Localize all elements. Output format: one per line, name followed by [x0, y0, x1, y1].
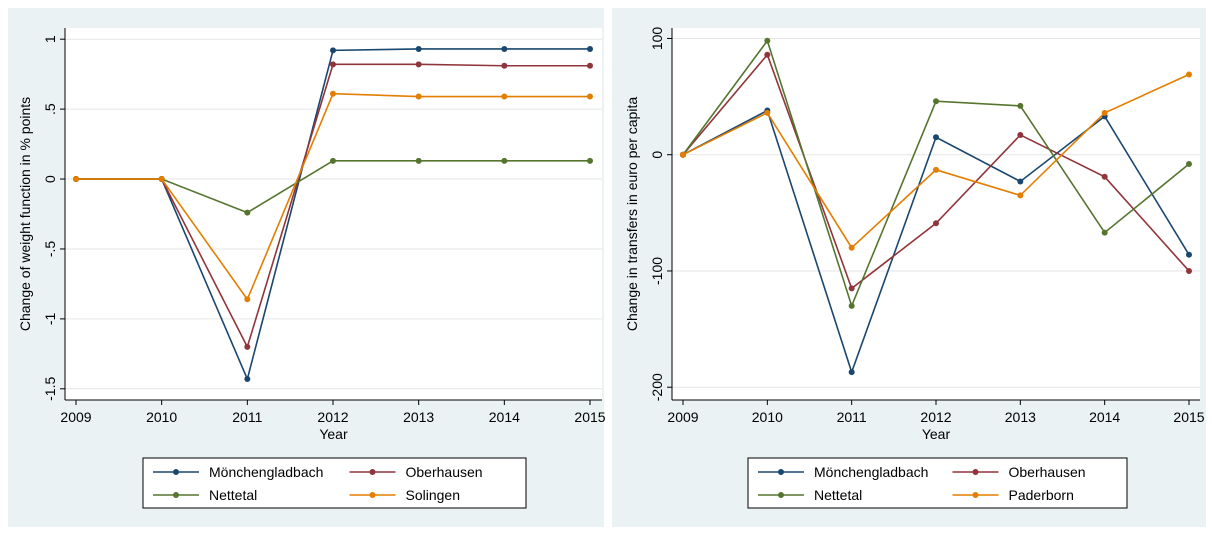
point [764, 37, 771, 44]
point [501, 62, 508, 69]
point [1186, 71, 1192, 78]
legend-marker [173, 469, 179, 475]
x-tick-label: 2014 [489, 409, 520, 425]
point [764, 109, 771, 116]
point [244, 376, 251, 383]
point [501, 93, 508, 100]
point [1186, 267, 1192, 274]
point [330, 90, 336, 97]
x-tick-label: 2014 [1089, 409, 1120, 425]
point [330, 61, 336, 68]
y-axis-label: Change in transfers in euro per capita [624, 97, 640, 331]
point [848, 302, 855, 309]
y-tick-label: .5 [42, 103, 58, 115]
y-tick-label: 0 [649, 151, 665, 159]
x-tick-label: 2012 [920, 409, 951, 425]
x-tick-label: 2013 [1005, 409, 1036, 425]
legend-label: Nettetal [209, 487, 257, 503]
y-tick-label: -1 [42, 312, 58, 325]
x-tick-label: 2012 [317, 409, 348, 425]
x-tick-label: 2009 [60, 409, 91, 425]
legend-marker [972, 492, 979, 498]
legend-marker [778, 492, 784, 498]
x-tick-label: 2011 [837, 409, 867, 425]
point [330, 47, 336, 54]
point [415, 61, 422, 68]
point [848, 244, 855, 251]
point [244, 209, 251, 216]
legend-label: Paderborn [1009, 487, 1074, 503]
point [1101, 173, 1108, 180]
point [244, 343, 251, 350]
point [933, 166, 939, 173]
point [330, 157, 336, 164]
legend-label: Oberhausen [1009, 464, 1086, 480]
point [244, 296, 251, 303]
x-axis-label: Year [319, 426, 348, 442]
legend-label: Mönchengladbach [814, 464, 928, 480]
y-axis-label: Change of weight function in % points [17, 97, 33, 331]
legend-box [142, 457, 527, 509]
point [501, 157, 508, 164]
legend-marker [369, 492, 376, 498]
point [587, 157, 593, 164]
point [848, 369, 855, 376]
legend-marker [173, 492, 179, 498]
y-tick-label: 1 [42, 35, 58, 43]
point [1017, 178, 1024, 185]
point [158, 176, 165, 183]
x-tick-label: 2015 [574, 409, 605, 425]
point [1017, 102, 1024, 109]
point [848, 285, 855, 292]
point [764, 51, 771, 58]
point [680, 151, 686, 158]
x-tick-label: 2010 [146, 409, 177, 425]
x-tick-label: 2015 [1173, 409, 1204, 425]
point [1101, 109, 1108, 116]
y-tick-label: 100 [649, 27, 665, 51]
legend-box [747, 457, 1128, 509]
x-tick-label: 2009 [667, 409, 698, 425]
point [1017, 192, 1024, 199]
legend-marker [972, 469, 979, 475]
x-tick-label: 2011 [232, 409, 262, 425]
point [415, 93, 422, 100]
point [501, 45, 508, 52]
point [587, 45, 593, 52]
point [1186, 251, 1192, 258]
y-tick-label: 0 [42, 175, 58, 183]
point [933, 98, 939, 105]
legend-label: Mönchengladbach [209, 464, 323, 480]
legend-marker [778, 469, 784, 475]
legend-label: Solingen [406, 487, 461, 503]
legend-label: Nettetal [814, 487, 862, 503]
point [587, 62, 593, 69]
point [587, 93, 593, 100]
x-tick-label: 2013 [403, 409, 434, 425]
y-tick-label: -1.5 [42, 377, 58, 401]
y-tick-label: -100 [649, 257, 665, 285]
point [1186, 161, 1192, 168]
x-axis-label: Year [922, 426, 951, 442]
y-tick-label: -.5 [42, 241, 58, 258]
x-tick-label: 2010 [752, 409, 783, 425]
y-tick-label: -200 [649, 373, 665, 401]
legend-label: Oberhausen [406, 464, 483, 480]
point [933, 134, 939, 141]
point [415, 157, 422, 164]
plot-area [672, 28, 1200, 400]
legend-marker [369, 469, 376, 475]
point [1017, 131, 1024, 138]
point [1101, 229, 1108, 236]
point [73, 176, 79, 183]
plot-area [65, 28, 602, 400]
point [933, 220, 939, 227]
point [415, 45, 422, 52]
